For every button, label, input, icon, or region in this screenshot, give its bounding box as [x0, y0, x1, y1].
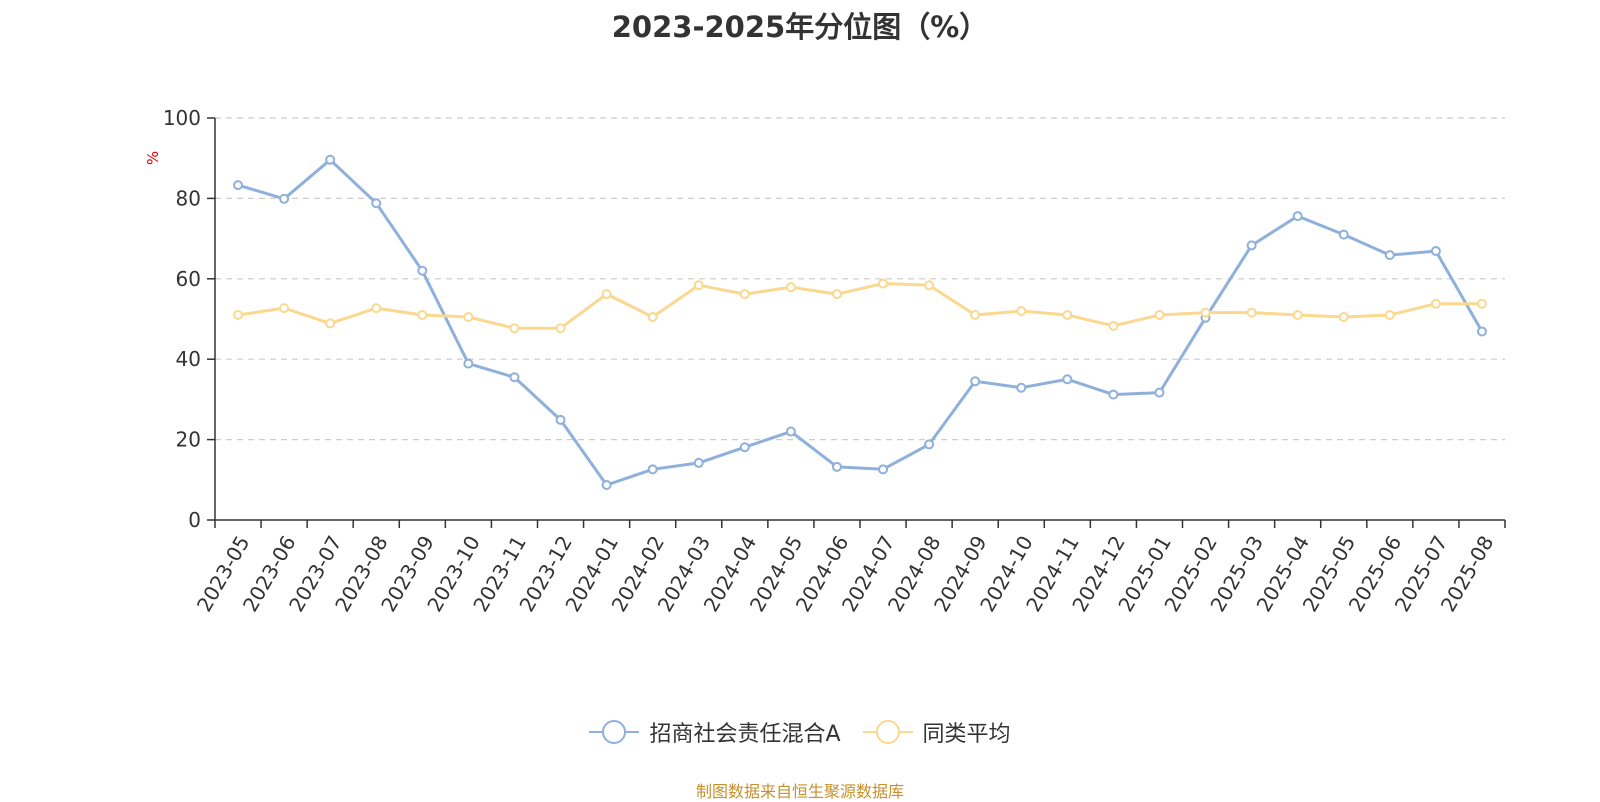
data-point: [1430, 298, 1441, 309]
data-point: [463, 358, 474, 369]
legend-swatch: [862, 720, 913, 744]
y-tick-label: 20: [176, 428, 201, 452]
data-point: [1384, 309, 1395, 320]
y-tick-label: 80: [176, 186, 201, 210]
series-lines: [233, 154, 1487, 491]
data-point: [970, 376, 981, 387]
data-point: [279, 193, 290, 204]
data-point: [1200, 307, 1211, 318]
data-point: [1338, 229, 1349, 240]
data-point: [970, 309, 981, 320]
data-point: [555, 323, 566, 334]
data-point: [233, 309, 244, 320]
data-point: [371, 198, 382, 209]
legend-item[interactable]: 同类平均: [862, 716, 1011, 748]
data-point: [1430, 246, 1441, 257]
data-point: [1292, 309, 1303, 320]
data-point: [1292, 211, 1303, 222]
legend-swatch: [589, 720, 640, 744]
data-point: [1062, 309, 1073, 320]
data-point: [1338, 311, 1349, 322]
data-point: [555, 414, 566, 425]
data-point: [1016, 382, 1027, 393]
data-point: [739, 442, 750, 453]
data-point: [647, 311, 658, 322]
data-point: [785, 282, 796, 293]
data-point: [1108, 389, 1119, 400]
legend-label: 招商社会责任混合A: [649, 722, 841, 747]
data-point: [739, 289, 750, 300]
data-point: [371, 303, 382, 314]
y-tick-label: 60: [176, 267, 201, 291]
data-point: [924, 439, 935, 450]
data-point: [924, 280, 935, 291]
data-point: [509, 372, 520, 383]
series-line-1: [237, 282, 1482, 330]
data-point: [1016, 305, 1027, 316]
data-point: [647, 464, 658, 475]
data-point: [878, 278, 889, 289]
gridlines: [215, 117, 1505, 441]
data-point: [509, 323, 520, 334]
legend-label: 同类平均: [922, 722, 1011, 747]
series-line-0: [237, 158, 1484, 487]
data-point: [417, 265, 428, 276]
data-point: [601, 480, 612, 491]
data-point: [1246, 307, 1257, 318]
data-point: [1108, 320, 1119, 331]
data-point: [463, 311, 474, 322]
data-point: [1246, 240, 1257, 251]
axes: 0204060801002023-052023-062023-072023-08…: [163, 106, 1506, 616]
chart-title: 2023-2025年分位图（%）: [611, 10, 989, 44]
data-point: [1154, 309, 1165, 320]
y-axis-unit-label: %: [144, 151, 162, 165]
data-point: [1476, 298, 1487, 309]
data-point: [831, 289, 842, 300]
data-point: [878, 464, 889, 475]
data-point: [1062, 374, 1073, 385]
data-point: [325, 318, 336, 329]
data-point: [1476, 326, 1487, 337]
legend: 招商社会责任混合A 同类平均: [0, 716, 1600, 748]
data-point: [1154, 387, 1165, 398]
legend-item[interactable]: 招商社会责任混合A: [589, 716, 841, 748]
data-point: [279, 303, 290, 314]
source-note: 制图数据来自恒生聚源数据库: [695, 782, 904, 801]
data-point: [785, 426, 796, 437]
data-point: [831, 461, 842, 472]
data-point: [693, 280, 704, 291]
data-point: [233, 180, 244, 191]
data-point: [417, 309, 428, 320]
data-point: [601, 289, 612, 300]
y-tick-label: 40: [176, 347, 201, 371]
data-point: [325, 154, 336, 165]
y-tick-label: 0: [188, 508, 201, 532]
data-point: [693, 457, 704, 468]
y-tick-label: 100: [163, 106, 201, 130]
data-point: [1384, 250, 1395, 261]
